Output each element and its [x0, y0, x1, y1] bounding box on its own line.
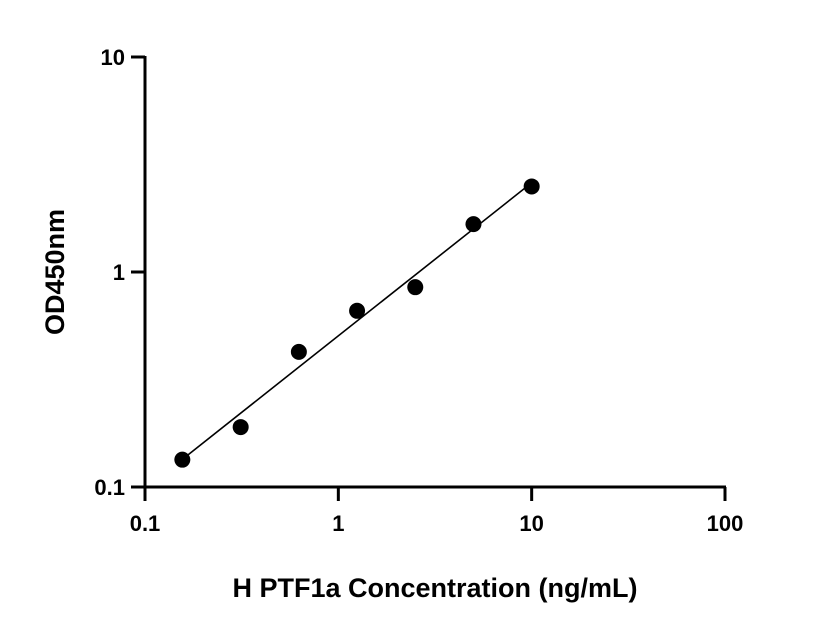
data-point — [174, 451, 191, 468]
x-axis-title: H PTF1a Concentration (ng/mL) — [233, 573, 638, 603]
data-point — [407, 279, 424, 296]
data-point — [349, 302, 366, 319]
x-tick-label: 100 — [707, 511, 744, 536]
data-point — [232, 419, 249, 436]
data-point — [290, 343, 307, 360]
x-tick-label: 10 — [519, 511, 543, 536]
x-tick-label: 1 — [332, 511, 344, 536]
axes: 0.1 1 10 100 0.1 1 10 — [94, 45, 743, 536]
data-point — [465, 216, 482, 233]
y-tick-label: 10 — [101, 45, 125, 70]
y-axis-title: OD450nm — [40, 209, 70, 335]
y-tick-label: 0.1 — [94, 475, 125, 500]
data-point — [523, 178, 540, 195]
x-tick-label: 0.1 — [130, 511, 161, 536]
y-tick-label: 1 — [113, 260, 125, 285]
data-marks — [174, 178, 540, 468]
